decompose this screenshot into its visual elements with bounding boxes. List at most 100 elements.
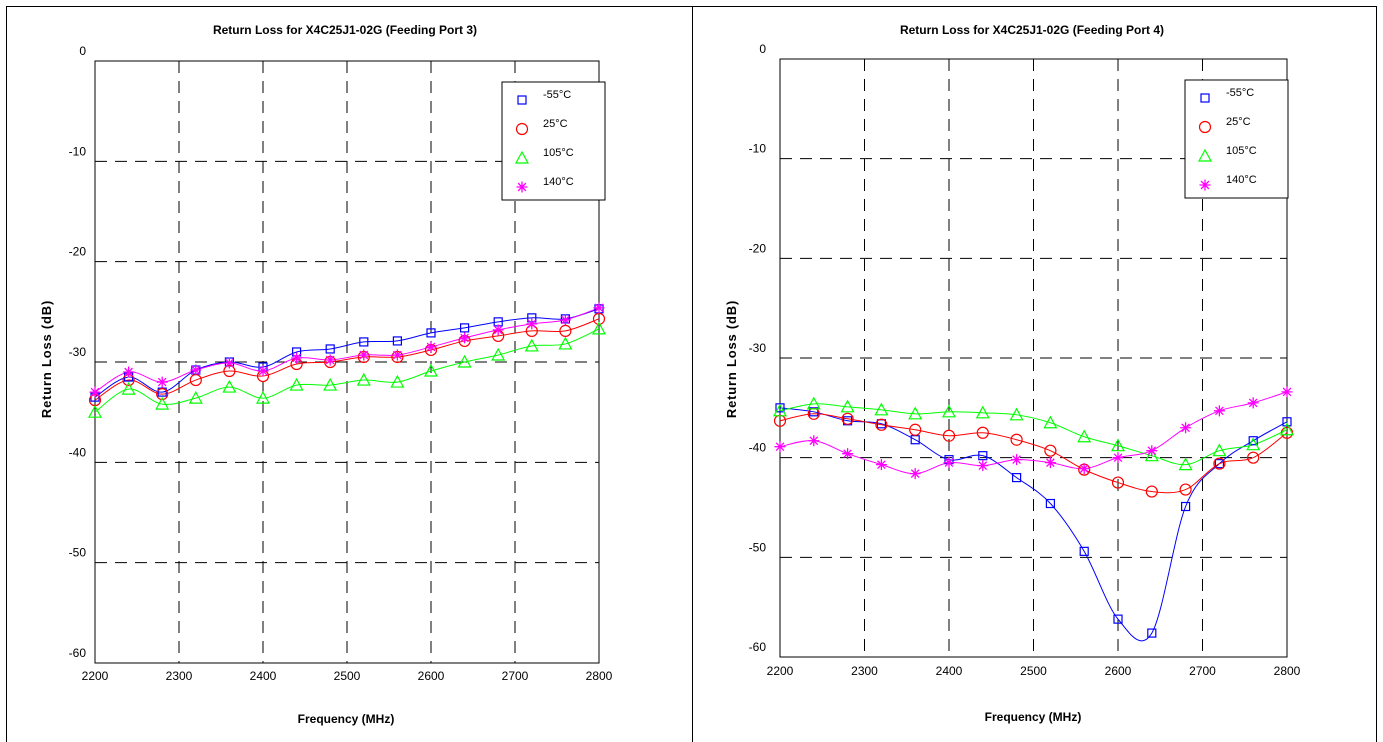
y-axis-label: Return Loss (dB) (724, 300, 739, 418)
axes: 0 -10 -20 -30 -40 -50 -60 2200 2300 2400 2500 2600 2… (69, 44, 613, 683)
data-point-105-c (840, 399, 855, 413)
data-point-105-c (908, 406, 923, 420)
data-point-105-c (188, 390, 203, 404)
data-point-105-c (457, 354, 472, 368)
data-point-105-c (975, 405, 990, 419)
y-tick-label: 0 (759, 42, 766, 56)
data-point-55-c (359, 337, 369, 347)
series-line-25-c (780, 413, 1287, 494)
data-point-140-c (223, 357, 235, 369)
data-point-140-c (1213, 405, 1225, 417)
data-point-140-c (875, 459, 887, 471)
legend-label: -55°C (1226, 87, 1254, 99)
data-point-25-c (1247, 451, 1260, 464)
data-point-140-c (89, 386, 101, 398)
data-point-140-c (593, 302, 605, 314)
legend-box (501, 81, 606, 201)
data-point-105-c (121, 381, 136, 395)
x-tick-label: 2700 (1189, 664, 1216, 678)
chart-title: Return Loss for X4C25J1-02G (Feeding Por… (213, 23, 477, 37)
x-tick-label: 2200 (82, 669, 109, 683)
data-point-55-c (460, 323, 470, 333)
legend-marker-25-c (515, 122, 529, 136)
data-point-105-c (1246, 437, 1261, 451)
data-point-55-c (978, 451, 988, 461)
chart-port-3: Return Loss for X4C25J1-02G (Feeding Por… (39, 23, 613, 726)
data-point-140-c (459, 332, 471, 344)
data-point-140-c (257, 365, 269, 377)
data-point-105-c (356, 372, 371, 386)
data-point-55-c (1180, 501, 1191, 512)
data-point-140-c (943, 457, 955, 469)
data-point-140-c (559, 314, 571, 326)
y-tick-label: -10 (749, 142, 767, 156)
data-point-140-c (1044, 457, 1056, 469)
series-line-140-c (780, 391, 1287, 475)
y-tick-label: -20 (69, 245, 87, 259)
data-point-55-c (1045, 498, 1056, 509)
data-point-140-c (1281, 386, 1293, 398)
plot-area (772, 386, 1295, 642)
legend: -55°C 25°C 105°C 140°C (501, 81, 606, 201)
data-point-140-c (774, 441, 786, 453)
y-axis-label: Return Loss (dB) (39, 300, 54, 418)
data-point-140-c (358, 349, 370, 361)
legend-box (1184, 79, 1289, 199)
data-point-25-c (156, 388, 169, 401)
data-point-105-c (1043, 415, 1058, 429)
data-point-105-c (1144, 448, 1159, 462)
x-tick-label: 2300 (851, 664, 878, 678)
data-point-140-c (1078, 463, 1090, 475)
data-point-105-c (874, 402, 889, 416)
legend-label: 140°C (543, 176, 574, 188)
data-point-105-c (87, 404, 103, 418)
data-point-140-c (1247, 397, 1259, 409)
data-point-105-c (255, 390, 271, 404)
y-tick-label: -50 (749, 540, 767, 554)
series-line-55-c (95, 308, 599, 398)
data-point-140-c (909, 468, 921, 480)
data-point-140-c (156, 376, 168, 388)
data-point-25-c (841, 412, 854, 425)
x-tick-label: 2800 (586, 669, 613, 683)
data-point-140-c (842, 448, 854, 460)
data-point-25-c (909, 423, 922, 436)
y-tick-label: -30 (749, 341, 767, 355)
y-tick-label: -40 (749, 441, 767, 455)
data-point-105-c (941, 404, 957, 418)
data-point-25-c (942, 429, 956, 442)
data-point-55-c (325, 344, 335, 354)
data-point-25-c (592, 312, 606, 325)
x-axis-label: Frequency (MHz) (298, 712, 395, 726)
data-point-105-c (222, 379, 237, 393)
legend-marker-105-c (1197, 148, 1213, 162)
data-point-55-c (1011, 473, 1022, 483)
data-point-105-c (806, 396, 821, 410)
data-point-55-c (1079, 546, 1089, 556)
y-tick-label: 0 (79, 44, 86, 58)
data-point-25-c (875, 418, 888, 431)
legend-marker-140-c (516, 181, 528, 193)
x-tick-label: 2300 (166, 669, 193, 683)
y-tick-label: -50 (69, 546, 87, 560)
series-line-105-c (780, 403, 1287, 466)
data-point-105-c (289, 377, 304, 391)
data-point-25-c (1145, 485, 1158, 498)
plot-area (87, 302, 607, 418)
data-point-25-c (559, 324, 572, 337)
data-point-105-c (155, 396, 170, 410)
data-point-55-c (426, 328, 436, 338)
data-point-105-c (524, 338, 539, 352)
x-tick-label: 2500 (334, 669, 361, 683)
data-point-140-c (324, 354, 336, 366)
data-point-140-c (808, 435, 820, 447)
data-point-55-c (1248, 436, 1258, 446)
y-tick-label: -60 (749, 640, 767, 654)
data-point-25-c (1213, 457, 1226, 470)
data-point-55-c (1147, 628, 1157, 638)
legend-marker-105-c (514, 150, 530, 164)
data-point-140-c (190, 364, 202, 376)
data-point-140-c (291, 352, 303, 364)
data-point-140-c (1011, 454, 1023, 466)
